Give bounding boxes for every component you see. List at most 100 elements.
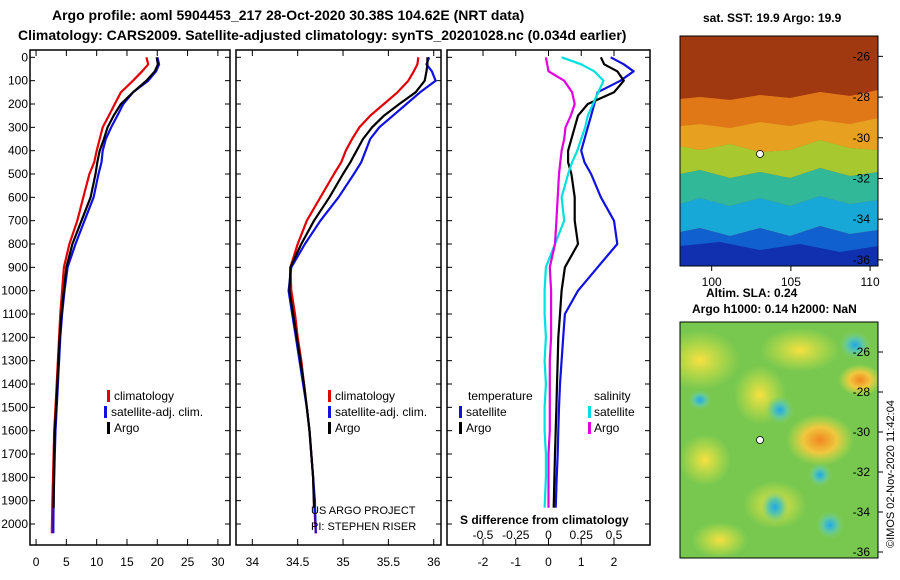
legend-swatch-climatology [328,390,331,402]
depth-tick-label: 1800 [1,470,28,484]
legend-label-sal-satellite: satellite [594,405,635,419]
figure-title: Argo profile: aoml 5904453_217 28-Oct-20… [52,7,524,23]
argo-location-marker [756,150,764,158]
map-y-tick-label: -26 [853,49,871,63]
map-y-tick-label: -26 [853,345,871,359]
map-y-tick-label: -32 [853,171,871,185]
legend-swatch-satellite [104,406,107,418]
temperature-legend: climatology satellite-adj. clim. Argo [104,389,203,435]
x-tick-label: 34 [246,555,260,569]
depth-tick-label: 1600 [1,424,28,438]
depth-tick-label: 800 [8,237,28,251]
x-tick-label: 2 [611,555,618,569]
map-x-tick-label: 105 [781,275,801,289]
salinity-frame [235,49,442,546]
difference-legend: temperature satellite Argo salinity sate… [459,389,635,435]
salinity-diff-tick-label: 0 [545,528,552,542]
x-tick-label: 5 [63,555,70,569]
map-y-tick-label: -28 [853,385,871,399]
salinity-diff-tick-label: 0.5 [606,528,623,542]
salinity-legend: climatology satellite-adj. clim. Argo [328,389,427,435]
depth-tick-label: 1400 [1,377,28,391]
x-tick-label: 10 [90,555,104,569]
legend-label-satellite: satellite-adj. clim. [335,405,427,419]
x-tick-label: 0 [33,555,40,569]
legend-swatch-temp-satellite [459,406,462,418]
depth-tick-label: 1100 [2,307,28,321]
credit-project: US ARGO PROJECT [311,505,416,517]
difference-xaxis: -2 -1 0 1 2 [478,50,618,569]
series-line-temperature-argo [552,56,625,508]
series-line-satellite-adj-clim- [287,56,437,534]
legend-swatch-argo [328,422,331,434]
depth-tick-label: 0 [21,50,28,64]
map-y-tick-label: -28 [853,90,871,104]
legend-swatch-temp-argo [459,422,462,434]
credit-pi: PI: STEPHEN RISER [311,521,416,533]
legend-swatch-argo [107,422,110,434]
map-x-tick-label: 110 [861,275,880,289]
depth-axis: 0 100 200 300 400 500 600 700 800 900 1000 1100 1200… [1,50,28,531]
sst-map-title: sat. SST: 19.9 Argo: 19.9 [703,11,842,25]
legend-label-sal-argo: Argo [594,421,620,435]
depth-tick-label: 500 [8,167,28,181]
x-tick-label: 30 [211,555,225,569]
depth-tick-label: 400 [8,144,28,158]
x-tick-label: 35 [336,555,350,569]
depth-tick-label: 300 [8,120,28,134]
sst-map-axes: -26 -28 -30 -32 -34 -36 100 105 110 [702,49,883,289]
map-y-tick-label: -36 [853,253,871,267]
series-line-salinity-argo [544,57,576,508]
x-tick-label: 34.5 [286,555,310,569]
legend-label-temp-satellite: satellite [466,405,507,419]
depth-tick-label: 200 [8,97,28,111]
depth-tick-label: 900 [8,260,28,274]
sst-map-image [680,36,878,266]
temperature-frame [29,49,231,546]
legend-title-temperature: temperature [468,389,533,403]
legend-label-argo: Argo [114,421,140,435]
depth-tick-label: 600 [8,190,28,204]
depth-tick-label: 1000 [1,284,28,298]
sla-map-panel: Altim. SLA: 0.24 Argo h1000: 0.14 h2000:… [679,286,883,559]
legend-swatch-climatology [107,390,110,402]
salinity-lines [287,56,437,534]
x-tick-label: 35.5 [377,555,401,569]
sla-map-title: Altim. SLA: 0.24 [706,286,798,300]
series-line-argo [52,57,159,508]
legend-swatch-sal-satellite [588,406,591,418]
salinity-xaxis: 34 34.5 35 35.5 36 [246,50,441,569]
sla-map-frame [679,321,879,559]
temperature-lines [50,57,161,534]
legend-label-climatology: climatology [114,389,174,403]
legend-swatch-satellite [328,406,331,418]
series-line-argo [288,57,429,508]
x-tick-label: 15 [120,555,134,569]
depth-tick-label: 2000 [1,517,28,531]
legend-label-satellite: satellite-adj. clim. [111,405,203,419]
x-tick-label: 25 [181,555,195,569]
x-tick-label: 20 [151,555,165,569]
legend-title-salinity: salinity [594,389,631,403]
map-y-tick-label: -36 [853,545,871,559]
legend-label-climatology: climatology [335,389,395,403]
legend-label-temp-argo: Argo [466,421,492,435]
series-line-climatology [50,57,150,534]
x-tick-label: -1 [510,555,521,569]
depth-tick-label: 1300 [1,354,28,368]
map-y-tick-label: -34 [853,505,871,519]
sst-map-panel: sat. SST: 19.9 Argo: 19.9 -26 -28 -30 -32 -3… [679,11,883,289]
depth-tick-label: 1500 [1,400,28,414]
salinity-diff-tick-label: -0.5 [473,528,494,542]
sla-map-axes: -26 -28 -30 -32 -34 -36 [853,345,883,559]
figure-subtitle: Climatology: CARS2009. Satellite-adjuste… [18,27,626,43]
salinity-grid [236,56,441,525]
series-line-salinity-satellite [543,56,605,508]
sla-map-image [680,322,878,558]
difference-lines [543,56,635,508]
temperature-xaxis: 0 5 10 15 20 25 30 [33,50,225,569]
temperature-panel: 0 5 10 15 20 25 30 climatology satellite-adj. … [29,49,231,569]
salinity-panel: 34 34.5 35 35.5 36 climatology satellite-adj… [235,49,442,569]
map-y-tick-label: -30 [853,131,871,145]
